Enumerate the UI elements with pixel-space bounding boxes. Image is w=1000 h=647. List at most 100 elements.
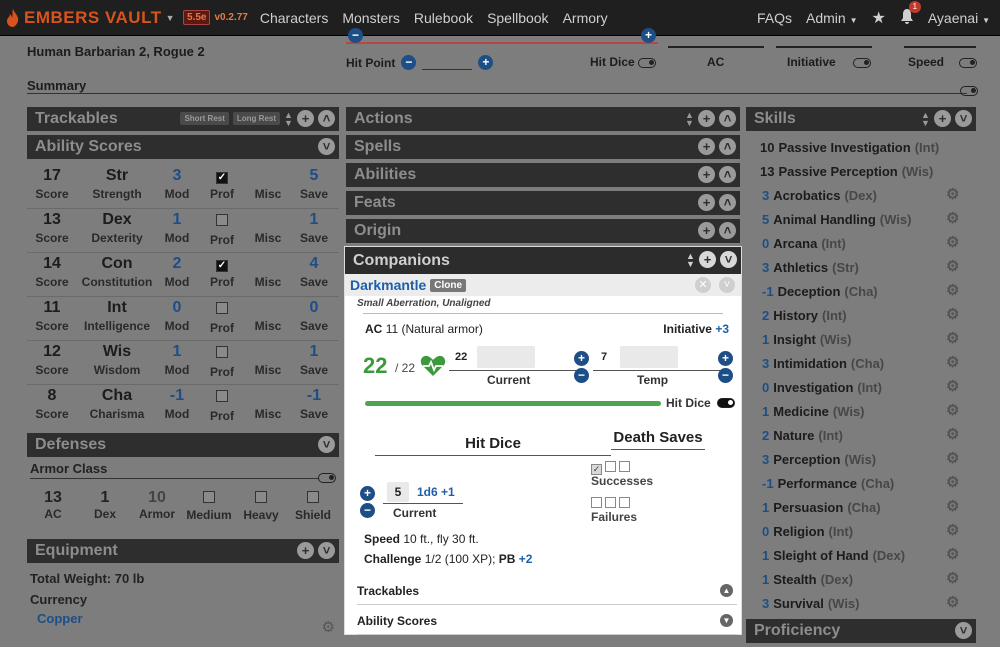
gear-icon[interactable]: ⚙ (946, 330, 960, 347)
minus-icon[interactable]: − (401, 55, 417, 70)
chevron-up-icon[interactable]: ▲ (720, 584, 733, 597)
sort-icon[interactable]: ▲ ▼ (921, 109, 930, 128)
gear-icon[interactable]: ⚙ (946, 570, 960, 587)
add-icon[interactable]: + (934, 110, 951, 127)
skill-performance[interactable]: -1 Performance (Cha) ⚙ (746, 471, 976, 495)
companion-name[interactable]: Darkmantle (350, 277, 427, 293)
gear-icon[interactable]: ⚙ (946, 258, 960, 275)
prof-checkbox[interactable] (216, 390, 228, 402)
gear-icon[interactable]: ⚙ (946, 522, 960, 539)
minus-icon[interactable]: − (718, 368, 733, 383)
chevron-down-icon[interactable]: ˅ (318, 542, 335, 559)
heavy-checkbox[interactable] (255, 491, 267, 503)
user-menu[interactable]: Ayaenai ▼ (928, 10, 990, 26)
medium-checkbox[interactable] (203, 491, 215, 503)
long-rest-button[interactable]: Long Rest (232, 112, 280, 125)
nav-link-spellbook[interactable]: Spellbook (487, 9, 549, 26)
companion-ability-scores-row[interactable]: Ability Scores ▼ (357, 607, 737, 635)
nav-link-armory[interactable]: Armory (562, 9, 608, 26)
failure-checkbox[interactable] (605, 497, 616, 508)
gear-icon[interactable]: ⚙ (946, 546, 960, 563)
proficiency-header[interactable]: Proficiency ˅ (746, 619, 976, 643)
minus-icon[interactable]: − (360, 503, 375, 518)
temp-input[interactable] (620, 346, 678, 368)
chevron-down-icon[interactable]: ˅ (720, 251, 737, 268)
add-icon[interactable]: + (698, 222, 715, 239)
skill-deception[interactable]: -1 Deception (Cha) ⚙ (746, 279, 976, 303)
gear-icon[interactable]: ⚙ (946, 450, 960, 467)
skills-header[interactable]: Skills ▲ ▼ + ˅ (746, 107, 976, 131)
skill-medicine[interactable]: 1 Medicine (Wis) ⚙ (746, 399, 976, 423)
equipment-header[interactable]: Equipment + ˅ (27, 539, 339, 563)
gear-icon[interactable]: ⚙ (946, 306, 960, 323)
add-icon[interactable]: + (297, 110, 314, 127)
hit-dice-toggle[interactable]: Hit Dice (590, 55, 657, 69)
plus-icon[interactable]: + (360, 486, 375, 501)
add-icon[interactable]: + (699, 251, 716, 268)
close-icon[interactable]: ✕ (695, 277, 711, 293)
companion-trackables-row[interactable]: Trackables ▲ (357, 577, 737, 605)
chevron-up-icon[interactable]: ˄ (719, 110, 736, 127)
skill-arcana[interactable]: 0 Arcana (Int) ⚙ (746, 231, 976, 255)
gear-icon[interactable]: ⚙ (946, 210, 960, 227)
sort-icon[interactable]: ▲ ▼ (686, 250, 695, 269)
add-icon[interactable]: + (297, 542, 314, 559)
section-spells[interactable]: Spells + ˄ (346, 135, 740, 159)
add-icon[interactable]: + (698, 110, 715, 127)
skill-intimidation[interactable]: 3 Intimidation (Cha) ⚙ (746, 351, 976, 375)
success-checkbox[interactable] (619, 461, 630, 472)
speed-toggle[interactable]: Speed (908, 55, 978, 69)
nav-link-characters[interactable]: Characters (259, 9, 329, 26)
summary-toggle[interactable] (960, 86, 978, 96)
chevron-down-icon[interactable]: ▼ (720, 614, 733, 627)
clone-button[interactable]: Clone (430, 278, 467, 292)
success-checkbox[interactable] (605, 461, 616, 472)
add-icon[interactable]: + (698, 138, 715, 155)
section-origin[interactable]: Origin + ˄ (346, 219, 740, 243)
plus-icon[interactable]: + (641, 28, 656, 43)
chevron-up-icon[interactable]: ˄ (719, 138, 736, 155)
toggle-switch[interactable] (853, 57, 872, 68)
failure-checkbox[interactable] (619, 497, 630, 508)
nav-link-rulebook[interactable]: Rulebook (413, 9, 474, 26)
gear-icon[interactable]: ⚙ (946, 186, 960, 203)
gear-icon[interactable]: ⚙ (946, 378, 960, 395)
skill-acrobatics[interactable]: 3 Acrobatics (Dex) ⚙ (746, 183, 976, 207)
notifications-button[interactable]: 1 (900, 0, 921, 27)
gear-icon[interactable]: ⚙ (946, 474, 960, 491)
toggle-switch[interactable] (638, 57, 657, 68)
chevron-up-icon[interactable]: ˄ (719, 222, 736, 239)
defenses-header[interactable]: Defenses ˅ (27, 433, 339, 457)
section-feats[interactable]: Feats + ˄ (346, 191, 740, 215)
chevron-up-icon[interactable]: ˄ (719, 194, 736, 211)
toggle-switch[interactable] (959, 57, 978, 68)
trackables-header[interactable]: Trackables Short Rest Long Rest ▲ ▼ + ˄ (27, 107, 339, 131)
chevron-up-icon[interactable]: ˄ (719, 166, 736, 183)
companions-header[interactable]: Companions ▲ ▼ + ˅ (345, 247, 741, 274)
gear-icon[interactable]: ⚙ (946, 426, 960, 443)
sort-icon[interactable]: ▲ ▼ (284, 109, 293, 128)
gear-icon[interactable]: ⚙ (946, 234, 960, 251)
skill-nature[interactable]: 2 Nature (Int) ⚙ (746, 423, 976, 447)
failure-checkbox[interactable] (591, 497, 602, 508)
skill-perception[interactable]: 3 Perception (Wis) ⚙ (746, 447, 976, 471)
prof-checkbox[interactable]: ✓ (216, 260, 228, 272)
minus-icon[interactable]: − (574, 368, 589, 383)
gear-icon[interactable]: ⚙ (321, 619, 335, 636)
hit-dice-toggle[interactable] (717, 398, 735, 408)
success-checkbox[interactable]: ✓ (591, 464, 602, 475)
nav-link-monsters[interactable]: Monsters (342, 9, 400, 26)
prof-checkbox[interactable] (216, 346, 228, 358)
skill-sleight-of-hand[interactable]: 1 Sleight of Hand (Dex) ⚙ (746, 543, 976, 567)
chevron-down-icon[interactable]: ˅ (318, 138, 335, 155)
nav-link-faqs[interactable]: FAQs (756, 9, 792, 26)
chevron-down-icon[interactable]: ˅ (955, 110, 972, 127)
add-icon[interactable]: + (698, 166, 715, 183)
gear-icon[interactable]: ⚙ (946, 594, 960, 611)
chevron-up-icon[interactable]: ˄ (318, 110, 335, 127)
prof-checkbox[interactable] (216, 302, 228, 314)
section-abilities[interactable]: Abilities + ˄ (346, 163, 740, 187)
shield-checkbox[interactable] (307, 491, 319, 503)
plus-icon[interactable]: + (718, 351, 733, 366)
chevron-down-icon[interactable]: ˅ (318, 436, 335, 453)
